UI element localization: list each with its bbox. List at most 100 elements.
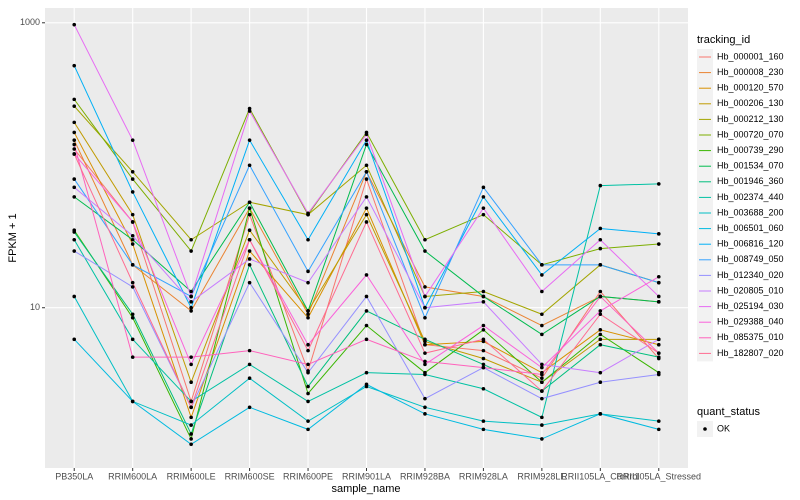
point bbox=[247, 237, 252, 242]
point bbox=[656, 294, 661, 299]
point bbox=[598, 332, 603, 337]
point bbox=[656, 351, 661, 355]
point bbox=[540, 372, 544, 377]
point bbox=[364, 323, 369, 328]
point bbox=[423, 315, 427, 320]
point bbox=[189, 380, 193, 385]
point bbox=[189, 249, 193, 253]
point bbox=[598, 337, 603, 342]
point bbox=[481, 337, 486, 342]
point bbox=[598, 380, 603, 385]
point bbox=[423, 405, 427, 410]
point bbox=[481, 327, 486, 332]
legend-label: Hb_020805_010 bbox=[717, 285, 784, 295]
point bbox=[656, 337, 661, 342]
point bbox=[481, 300, 486, 304]
legend-title: tracking_id bbox=[697, 34, 750, 46]
point bbox=[423, 285, 427, 289]
legend-label: Hb_012340_020 bbox=[717, 270, 784, 280]
y-axis-label: FPKM + 1 bbox=[7, 213, 19, 262]
point bbox=[130, 233, 135, 238]
point bbox=[189, 423, 193, 427]
point bbox=[306, 427, 310, 432]
point bbox=[364, 212, 369, 217]
point bbox=[247, 405, 252, 410]
point bbox=[423, 294, 427, 299]
point bbox=[656, 355, 661, 359]
legend-label: Hb_002374_440 bbox=[717, 192, 784, 202]
legend-label: Hb_006816_120 bbox=[717, 239, 784, 249]
point bbox=[598, 327, 603, 332]
legend-label: Hb_006501_060 bbox=[717, 223, 784, 233]
point bbox=[72, 147, 77, 151]
point bbox=[306, 342, 310, 347]
point bbox=[306, 309, 310, 313]
legend-label: Hb_000206_130 bbox=[717, 98, 784, 108]
point bbox=[306, 211, 310, 216]
point bbox=[189, 309, 193, 313]
point bbox=[656, 280, 661, 285]
point bbox=[247, 263, 252, 267]
point bbox=[189, 415, 193, 420]
point bbox=[306, 384, 310, 389]
point bbox=[130, 190, 135, 194]
point bbox=[72, 63, 77, 68]
x-tick-label: RRIM901LA bbox=[342, 471, 391, 481]
point bbox=[247, 206, 252, 210]
point bbox=[481, 185, 486, 190]
point bbox=[72, 185, 77, 190]
point bbox=[72, 104, 77, 108]
point bbox=[130, 285, 135, 289]
x-axis-label: sample_name bbox=[331, 483, 400, 495]
point bbox=[130, 312, 135, 317]
legend-label: Hb_029388_040 bbox=[717, 317, 784, 327]
point bbox=[540, 362, 544, 367]
y-tick-label: 1000 bbox=[20, 17, 40, 27]
point bbox=[130, 263, 135, 267]
point bbox=[189, 300, 193, 304]
point bbox=[130, 138, 135, 142]
point bbox=[72, 237, 77, 242]
point bbox=[598, 246, 603, 251]
legend-point bbox=[703, 427, 707, 431]
point bbox=[364, 370, 369, 375]
x-tick-label: RRIM600PE bbox=[283, 471, 333, 481]
point bbox=[364, 163, 369, 168]
point bbox=[481, 386, 486, 391]
point bbox=[656, 242, 661, 246]
point bbox=[481, 419, 486, 423]
point bbox=[364, 309, 369, 313]
point bbox=[656, 232, 661, 236]
point bbox=[598, 289, 603, 294]
point bbox=[306, 280, 310, 285]
point bbox=[189, 237, 193, 242]
x-tick-label: RRIM928LE bbox=[517, 471, 566, 481]
point bbox=[423, 237, 427, 242]
point bbox=[481, 348, 486, 353]
point bbox=[130, 177, 135, 181]
point bbox=[481, 427, 486, 432]
x-tick-label: PB350LA bbox=[55, 471, 93, 481]
point bbox=[540, 273, 544, 277]
point bbox=[423, 342, 427, 347]
legend-label: Hb_000001_160 bbox=[717, 51, 784, 61]
x-tick-label: RRIM600SE bbox=[225, 471, 275, 481]
point bbox=[72, 130, 77, 135]
point bbox=[656, 419, 661, 423]
x-tick-label: RRIM600LE bbox=[167, 471, 216, 481]
point bbox=[423, 305, 427, 310]
point bbox=[540, 312, 544, 317]
point bbox=[364, 132, 369, 137]
point bbox=[247, 257, 252, 261]
point bbox=[247, 249, 252, 253]
point bbox=[364, 195, 369, 199]
point bbox=[540, 365, 544, 370]
legend-label: Hb_008749_050 bbox=[717, 254, 784, 264]
point bbox=[72, 337, 77, 342]
x-tick-label: RRIM928BA bbox=[400, 471, 450, 481]
point bbox=[189, 355, 193, 359]
point bbox=[656, 372, 661, 377]
point bbox=[130, 220, 135, 224]
point bbox=[306, 370, 310, 375]
